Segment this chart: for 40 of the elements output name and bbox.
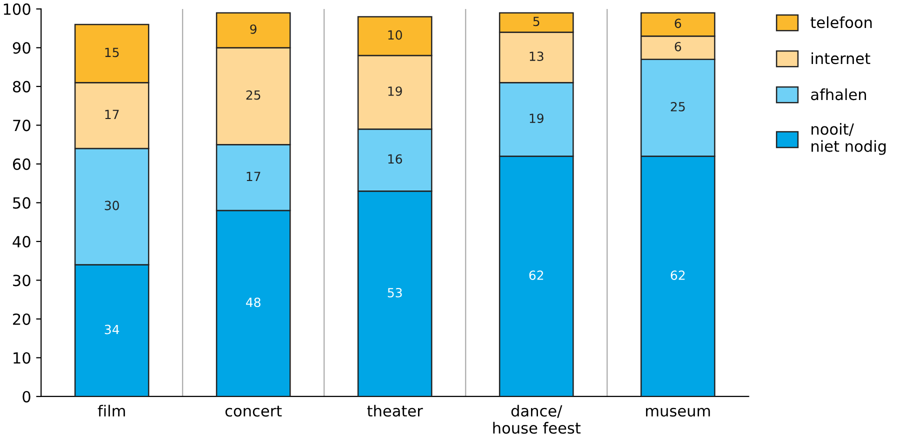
x-tick-label: theater bbox=[367, 404, 423, 417]
data-label: 17 bbox=[105, 110, 119, 119]
y-tick-label: 80 bbox=[12, 80, 30, 92]
y-tick-label: 40 bbox=[12, 236, 30, 248]
y-tick-label: 30 bbox=[13, 274, 30, 286]
data-label: 19 bbox=[388, 86, 402, 96]
y-tick-label: 60 bbox=[12, 158, 30, 170]
x-tick-label: museum bbox=[646, 408, 710, 417]
x-tick-label: film bbox=[98, 404, 125, 416]
data-label: 17 bbox=[246, 172, 260, 181]
legend-label: telefoon bbox=[810, 16, 872, 28]
x-tick-label: dance/ house feest bbox=[493, 404, 581, 434]
data-label: 25 bbox=[670, 102, 685, 112]
data-label: 6 bbox=[674, 18, 682, 28]
data-label: 6 bbox=[674, 42, 682, 52]
data-label: 30 bbox=[104, 200, 119, 210]
y-tick-label: 0 bbox=[22, 390, 30, 402]
legend-label: internet bbox=[812, 52, 870, 64]
data-label: 10 bbox=[388, 30, 402, 40]
data-label: 16 bbox=[388, 154, 402, 164]
data-label: 15 bbox=[105, 48, 119, 58]
data-label: 48 bbox=[246, 298, 260, 308]
legend-label: afhalen bbox=[811, 88, 866, 100]
y-tick-label: 100 bbox=[4, 3, 30, 15]
y-tick-label: 20 bbox=[13, 313, 30, 325]
y-tick-label: 10 bbox=[14, 352, 30, 364]
data-label: 5 bbox=[533, 16, 540, 26]
y-tick-label: 70 bbox=[13, 120, 30, 132]
data-label: 34 bbox=[104, 324, 120, 334]
legend-label: nooit/ niet nodig bbox=[812, 123, 886, 155]
x-tick-label: concert bbox=[225, 406, 282, 417]
data-label: 62 bbox=[529, 270, 544, 280]
data-label: 9 bbox=[250, 24, 256, 34]
y-tick-label: 50 bbox=[13, 197, 30, 209]
y-tick-label: 90 bbox=[12, 42, 30, 54]
data-label: 62 bbox=[670, 270, 685, 280]
data-label: 19 bbox=[530, 114, 544, 124]
data-label: 53 bbox=[388, 288, 402, 298]
data-label: 25 bbox=[246, 90, 260, 100]
data-label: 13 bbox=[530, 52, 544, 62]
